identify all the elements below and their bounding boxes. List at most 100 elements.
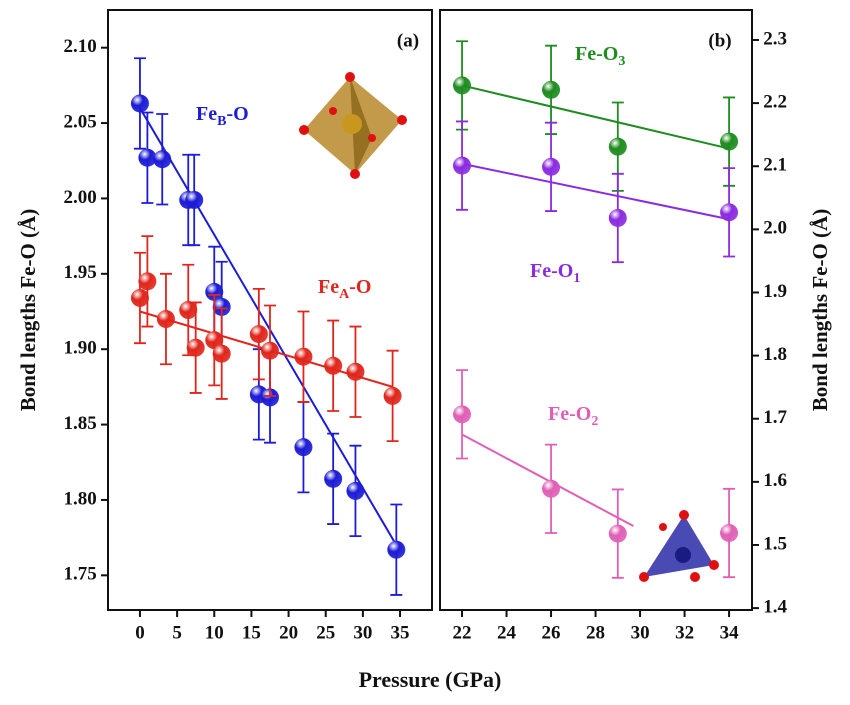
data-point: [185, 190, 204, 209]
data-point: [130, 288, 149, 307]
frame-a: [107, 9, 433, 611]
data-point: [346, 481, 365, 500]
fit-line: [461, 84, 730, 150]
data-point: [294, 438, 313, 457]
x-tick-label: 15: [242, 622, 261, 643]
data-point: [383, 386, 402, 405]
x-tick-label: 34: [720, 622, 740, 643]
x-axis-label: Pressure (GPa): [359, 667, 502, 692]
series-label-part: 2: [591, 414, 598, 429]
x-tick-label: 10: [205, 622, 224, 643]
data-point: [608, 524, 627, 543]
data-point: [720, 132, 739, 151]
y-tick-label: 1.75: [64, 564, 97, 585]
data-point: [179, 301, 198, 319]
y-tick-label: 1.95: [64, 262, 97, 283]
x-tick-label: 24: [497, 622, 517, 643]
data-point: [720, 203, 739, 222]
data-point: [212, 344, 231, 363]
x-tick-label: 26: [542, 622, 561, 643]
data-point: [608, 208, 627, 227]
y-axis-label: Bond lengths Fe-O (Å): [808, 209, 832, 411]
y-tick-label: 1.80: [64, 488, 97, 509]
y-tick-label: 1.90: [64, 338, 97, 359]
y-tick-label: 2.2: [763, 91, 787, 112]
fit-line: [461, 433, 634, 527]
y-tick-label: 1.5: [763, 533, 787, 554]
y-tick-label: 1.85: [64, 413, 97, 434]
y-tick-label: 1.7: [763, 407, 787, 428]
data-point: [608, 137, 627, 156]
data-point: [453, 405, 472, 424]
y-tick-label: 1.6: [763, 470, 787, 491]
x-tick-label: 30: [631, 622, 650, 643]
y-tick-label: 2.10: [64, 36, 97, 57]
octahedron-icon: [299, 72, 407, 179]
x-tick-label: 35: [391, 622, 410, 643]
series-label: FeA-O: [318, 276, 371, 303]
data-point: [294, 347, 313, 366]
series-label: Fe-O1: [530, 260, 580, 287]
data-point: [324, 356, 343, 375]
data-point: [542, 479, 561, 498]
series-label-part: Fe: [196, 103, 217, 125]
data-point: [249, 325, 268, 344]
y-tick-label: 2.1: [763, 155, 787, 176]
data-point: [261, 388, 279, 407]
series-label-part: Fe-O: [530, 260, 573, 282]
data-point: [138, 148, 157, 167]
x-tick-label: 32: [675, 622, 694, 643]
x-tick-label: 25: [316, 622, 335, 643]
fit-line: [461, 162, 730, 221]
data-point: [205, 331, 224, 350]
tetrahedron-icon: [639, 510, 719, 582]
series-label: Fe-O3: [575, 43, 625, 70]
data-point: [542, 157, 561, 176]
data-point: [212, 297, 231, 316]
y-tick-label: 2.00: [64, 187, 97, 208]
y-tick-label: 2.05: [64, 111, 97, 132]
series-label: FeB-O: [196, 103, 249, 130]
data-point: [130, 94, 149, 113]
data-point: [153, 150, 172, 169]
data-point: [720, 523, 739, 542]
fit-line: [139, 107, 398, 546]
data-point: [138, 272, 157, 291]
y-tick-label: 1.4: [763, 596, 787, 617]
data-point: [346, 362, 365, 381]
data-point: [542, 80, 561, 99]
x-tick-label: 5: [172, 622, 182, 643]
x-tick-label: 28: [586, 622, 605, 643]
x-tick-label: 20: [279, 622, 298, 643]
data-point: [387, 540, 406, 559]
series-label-part: 1: [573, 271, 580, 286]
data-point: [261, 341, 279, 360]
y-axis-label: Bond lengths Fe-O (Å): [16, 209, 40, 411]
series-label-part: -O: [349, 276, 371, 298]
y-tick-label: 1.8: [763, 344, 787, 365]
series-label-part: A: [339, 287, 350, 302]
series-label-part: Fe-O: [575, 43, 618, 65]
series-label-part: 3: [618, 54, 625, 69]
data-point: [453, 156, 472, 175]
frame-b: [439, 9, 753, 611]
y-tick-label: 1.9: [763, 281, 787, 302]
data-point: [156, 310, 175, 329]
x-tick-label: 30: [353, 622, 372, 643]
series-label-part: Fe-O: [548, 403, 591, 425]
panel-label: (b): [708, 30, 731, 51]
data-point: [205, 282, 224, 301]
series-label-part: Fe: [318, 276, 339, 298]
data-point: [186, 338, 205, 357]
x-tick-label: 22: [453, 622, 472, 643]
data-point: [324, 469, 343, 488]
series-label-part: B: [217, 114, 226, 129]
series-label: Fe-O2: [548, 403, 598, 430]
series-label-part: -O: [226, 103, 248, 125]
panel-label: (a): [397, 30, 419, 51]
x-tick-label: 0: [135, 622, 145, 643]
y-tick-label: 2.3: [763, 28, 787, 49]
y-tick-label: 2.0: [763, 218, 787, 239]
data-point: [453, 76, 472, 95]
